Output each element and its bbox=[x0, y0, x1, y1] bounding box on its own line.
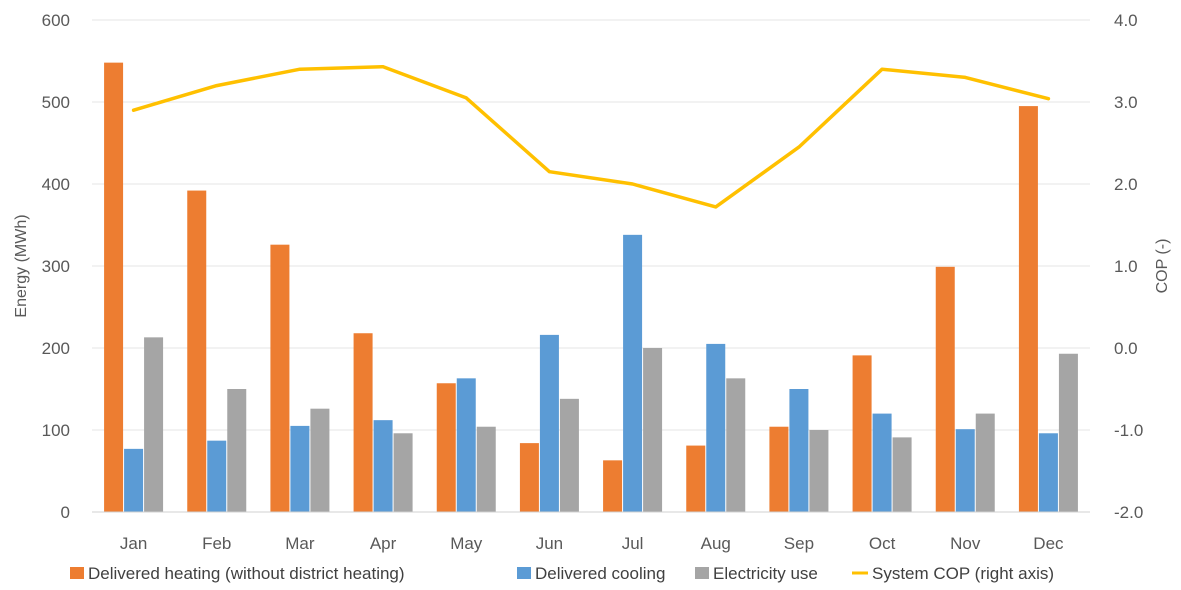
bar bbox=[1018, 106, 1038, 512]
x-tick-label: May bbox=[450, 534, 483, 553]
bar bbox=[124, 448, 144, 512]
legend-swatch bbox=[695, 567, 709, 579]
bar bbox=[852, 355, 872, 512]
x-tick-label: Apr bbox=[370, 534, 397, 553]
bar bbox=[373, 420, 393, 512]
cop-point bbox=[298, 67, 302, 71]
y-tick-label: 0 bbox=[61, 503, 70, 522]
bar bbox=[935, 266, 955, 512]
y-tick-label: 600 bbox=[42, 11, 70, 30]
bar bbox=[187, 190, 207, 512]
bar bbox=[789, 389, 809, 512]
x-tick-label: Aug bbox=[701, 534, 731, 553]
bar bbox=[706, 343, 726, 512]
bar bbox=[539, 334, 559, 512]
legend-label: Delivered heating (without district heat… bbox=[88, 564, 405, 583]
bar bbox=[726, 378, 746, 512]
bar bbox=[519, 443, 539, 512]
bar bbox=[353, 333, 373, 512]
gridlines bbox=[92, 19, 1090, 431]
bar bbox=[623, 234, 643, 512]
x-tick-label: Nov bbox=[950, 534, 981, 553]
legend-label: Electricity use bbox=[713, 564, 818, 583]
x-tick-label: Jul bbox=[622, 534, 644, 553]
bar bbox=[603, 460, 623, 512]
bar bbox=[809, 430, 829, 512]
bar bbox=[436, 383, 456, 512]
cop-point bbox=[132, 108, 136, 112]
bar bbox=[1038, 433, 1058, 512]
cop-point bbox=[1046, 97, 1050, 101]
cop-point bbox=[547, 170, 551, 174]
bar bbox=[975, 413, 995, 512]
cop-point bbox=[631, 182, 635, 186]
legend: Delivered heating (without district heat… bbox=[70, 564, 1054, 583]
y-tick-label: 400 bbox=[42, 175, 70, 194]
bar bbox=[227, 389, 247, 512]
y-tick-label: 300 bbox=[42, 257, 70, 276]
bar bbox=[892, 437, 912, 512]
y2-tick-label: -1.0 bbox=[1114, 421, 1143, 440]
bars bbox=[104, 62, 1078, 512]
bar bbox=[476, 426, 496, 512]
bar bbox=[456, 378, 476, 512]
y2-tick-label: 1.0 bbox=[1114, 257, 1138, 276]
cop-point bbox=[714, 205, 718, 209]
bar bbox=[144, 337, 164, 512]
bar bbox=[290, 425, 310, 512]
bar bbox=[207, 440, 227, 512]
x-tick-label: Jan bbox=[120, 534, 147, 553]
cop-point bbox=[963, 75, 967, 79]
legend-label: Delivered cooling bbox=[535, 564, 665, 583]
x-tick-label: Jun bbox=[536, 534, 563, 553]
y-tick-label: 500 bbox=[42, 93, 70, 112]
bar bbox=[769, 426, 789, 512]
y2-tick-label: 0.0 bbox=[1114, 339, 1138, 358]
bar bbox=[1058, 353, 1078, 512]
x-tick-label: Sep bbox=[784, 534, 814, 553]
bar bbox=[955, 429, 975, 512]
y-tick-label: 200 bbox=[42, 339, 70, 358]
y2-tick-label: -2.0 bbox=[1114, 503, 1143, 522]
legend-swatch bbox=[70, 567, 84, 579]
cop-point bbox=[381, 65, 385, 69]
x-tick-label: Feb bbox=[202, 534, 231, 553]
x-tick-label: Mar bbox=[285, 534, 315, 553]
bar bbox=[104, 62, 124, 512]
legend-label: System COP (right axis) bbox=[872, 564, 1054, 583]
x-tick-label: Dec bbox=[1033, 534, 1064, 553]
bar bbox=[643, 348, 663, 512]
bar bbox=[872, 413, 892, 512]
cop-point bbox=[880, 67, 884, 71]
y-tick-label: 100 bbox=[42, 421, 70, 440]
legend-swatch bbox=[517, 567, 531, 579]
y2-tick-label: 3.0 bbox=[1114, 93, 1138, 112]
bar bbox=[686, 445, 706, 512]
axes: 0 100 200 300 400 500 600 -2.0 -1.0 0.0 1.0 2.0 3.0 4… bbox=[42, 11, 1144, 553]
cop-point bbox=[464, 96, 468, 100]
cop-point bbox=[797, 145, 801, 149]
y-axis-title: Energy (MWh) bbox=[13, 214, 30, 317]
cop-line bbox=[131, 64, 1051, 209]
y2-tick-label: 4.0 bbox=[1114, 11, 1138, 30]
cop-line-layer bbox=[131, 64, 1051, 209]
y2-tick-label: 2.0 bbox=[1114, 175, 1138, 194]
x-tick-label: Oct bbox=[869, 534, 896, 553]
bar bbox=[310, 408, 330, 512]
bar bbox=[393, 433, 413, 512]
bar bbox=[559, 398, 579, 512]
cop-point bbox=[215, 84, 219, 88]
y2-axis-title: COP (-) bbox=[1154, 239, 1171, 294]
bar bbox=[270, 244, 290, 512]
